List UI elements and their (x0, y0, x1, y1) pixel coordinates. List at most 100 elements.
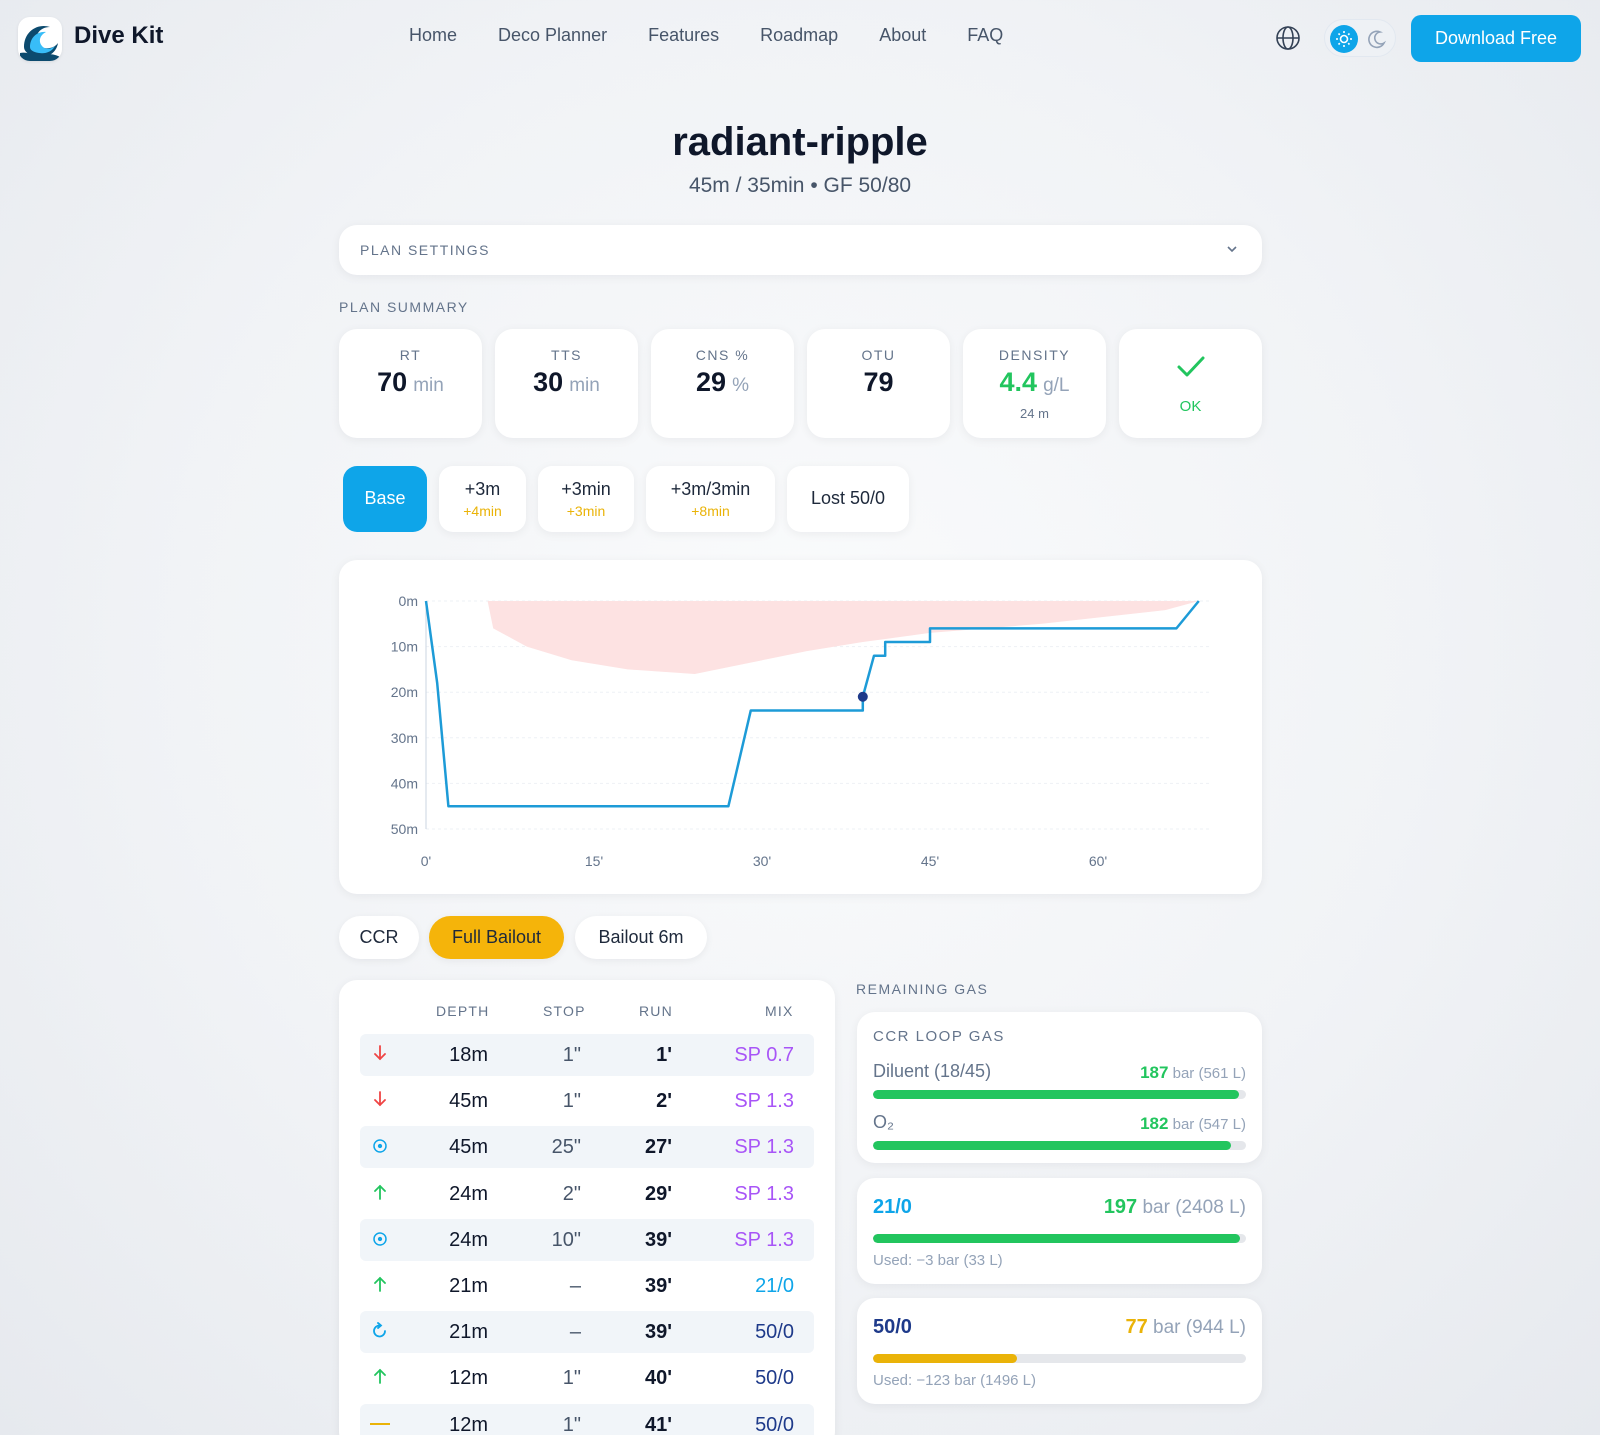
plan-settings-label: PLAN SETTINGS (360, 242, 490, 258)
row-stop: 1" (562, 1044, 581, 1066)
ccr-loop-gas-card: CCR LOOP GAS Diluent (18/45) 187 bar (56… (857, 1012, 1262, 1163)
wave-logo-icon[interactable] (18, 17, 62, 61)
stat-value: 29 (696, 367, 727, 397)
nav-link-deco-planner[interactable]: Deco Planner (498, 25, 608, 45)
scenario-plus3min-button[interactable]: +3min +3min (538, 466, 634, 532)
nav-link-home[interactable]: Home (409, 25, 458, 45)
o2-liters: (547 L) (1198, 1116, 1246, 1133)
tab-bailout-6m[interactable]: Bailout 6m (575, 916, 707, 959)
diluent-liters: (561 L) (1198, 1065, 1246, 1082)
stat-label: CNS % (695, 347, 750, 363)
descent-arrow-icon (370, 1043, 390, 1063)
stat-value: 30 (533, 367, 564, 397)
scenario-label: +3m (464, 479, 501, 499)
scenario-base-button[interactable]: Base (343, 466, 427, 532)
tab-ccr[interactable]: CCR (339, 916, 419, 959)
bailout-gas-liters: (2408 L) (1175, 1197, 1246, 1218)
descent-arrow-icon (370, 1089, 390, 1109)
bailout-gas-pressure: 197 bar (2408 L) (1104, 1196, 1246, 1219)
row-stop: – (569, 1275, 581, 1297)
download-button[interactable]: Download Free (1411, 15, 1581, 62)
row-stop: 25" (551, 1136, 581, 1159)
table-row: 21m – 39' 50/0 (360, 1311, 814, 1354)
row-depth: 45m (449, 1090, 488, 1113)
o2-bar: 182 (1140, 1114, 1169, 1133)
y-tick-label: 50m (391, 821, 418, 837)
scenario-label: Lost 50/0 (810, 488, 886, 508)
diluent-unit: bar (1172, 1065, 1195, 1082)
ascent-arrow-icon (370, 1182, 390, 1202)
x-tick-label: 30' (753, 853, 771, 869)
bailout-gas-bar: 77 (1125, 1316, 1148, 1338)
brand-name[interactable]: Dive Kit (74, 22, 164, 49)
table-row: 24m 10" 39' SP 1.3 (360, 1218, 814, 1261)
stat-unit: % (732, 375, 749, 396)
row-stop: – (569, 1321, 581, 1344)
tab-full-bailout[interactable]: Full Bailout (429, 916, 564, 959)
stat-density: DENSITY 4.4 g/L 24 m (963, 329, 1106, 438)
plan-title: radiant-ripple (672, 120, 928, 164)
row-run: 39' (644, 1275, 672, 1297)
row-run: 41' (644, 1413, 672, 1435)
bailout-gas-level-bar (873, 1354, 1246, 1363)
sun-icon[interactable] (1330, 25, 1358, 53)
row-stop: 1" (562, 1367, 581, 1390)
plan-settings-toggle[interactable]: PLAN SETTINGS (339, 225, 1262, 275)
row-mix: 50/0 (755, 1413, 794, 1435)
row-depth: 21m (449, 1321, 488, 1344)
globe-icon[interactable] (1275, 25, 1301, 51)
nav-link-about[interactable]: About (879, 25, 927, 45)
o2-pressure: 182 bar (547 L) (1140, 1114, 1246, 1134)
bailout-gas-level-fill (873, 1234, 1241, 1243)
nav-link-faq[interactable]: FAQ (967, 25, 1004, 45)
y-tick-label: 30m (391, 730, 418, 746)
row-mix: 50/0 (755, 1321, 794, 1344)
deco-ceiling-area (426, 601, 1199, 674)
row-mix: 21/0 (755, 1275, 794, 1297)
level-stop-icon (370, 1413, 390, 1433)
stat-unit: g/L (1043, 375, 1070, 396)
scenario-plus3m3min-button[interactable]: +3m/3min +8min (646, 466, 775, 532)
nav-link-roadmap[interactable]: Roadmap (760, 25, 839, 45)
bailout-gas-name: 50/0 (873, 1316, 912, 1338)
scenario-label: +3m/3min (670, 479, 751, 499)
row-depth: 24m (449, 1228, 488, 1251)
row-mix: SP 1.3 (734, 1228, 794, 1251)
row-depth: 21m (449, 1275, 488, 1297)
scenario-plus3m-button[interactable]: +3m +4min (439, 466, 526, 532)
check-icon (1176, 355, 1206, 384)
stat-value: 79 (863, 367, 894, 397)
col-header-mix: MIX (765, 1003, 794, 1019)
row-mix: SP 1.3 (734, 1182, 794, 1205)
col-header-depth: DEPTH (436, 1003, 490, 1019)
ccr-loop-gas-title: CCR LOOP GAS (873, 1028, 1005, 1045)
bottom-time-icon (370, 1135, 390, 1155)
theme-toggle[interactable] (1324, 19, 1396, 57)
moon-icon[interactable] (1365, 27, 1389, 51)
ascent-arrow-icon (370, 1366, 390, 1386)
bailout-gas-level-fill (873, 1354, 1017, 1363)
row-mix: SP 1.3 (734, 1136, 794, 1159)
o2-name: O₂ (873, 1112, 894, 1132)
x-tick-label: 15' (585, 853, 603, 869)
bailout-gas-card-21-0: 21/0 197 bar (2408 L) Used: −3 bar (33 L… (857, 1178, 1262, 1284)
gas-switch-marker (857, 691, 868, 702)
x-tick-label: 60' (1089, 853, 1107, 869)
o2-level-bar (873, 1141, 1246, 1150)
scenario-lost-gas-button[interactable]: Lost 50/0 (787, 466, 909, 532)
table-row: 45m 25" 27' SP 1.3 (360, 1126, 814, 1169)
stat-cns: CNS % 29% (651, 329, 794, 438)
dive-profile-line (424, 600, 1200, 808)
row-mix: 50/0 (755, 1367, 794, 1390)
stat-unit: min (569, 375, 600, 396)
o2-level-fill (873, 1141, 1232, 1150)
stat-label: DENSITY (998, 347, 1071, 363)
bailout-gas-unit: bar (1153, 1317, 1181, 1338)
nav-link-features[interactable]: Features (648, 25, 720, 45)
stat-status: OK (1119, 329, 1262, 438)
table-row: 45m 1" 2' SP 1.3 (360, 1080, 814, 1122)
x-tick-label: 45' (921, 853, 939, 869)
stat-tts: TTS 30 min (495, 329, 638, 438)
diluent-level-bar (873, 1090, 1246, 1099)
